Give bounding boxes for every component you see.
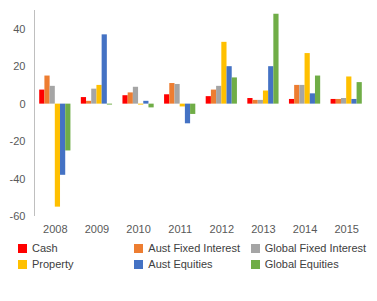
svg-text:2009: 2009 [85, 223, 109, 235]
svg-text:0: 0 [19, 98, 25, 110]
html-text:Property: Property [32, 258, 74, 270]
svg-text:2010: 2010 [126, 223, 150, 235]
html-text:Cash: Cash [32, 242, 58, 254]
html-text:Global Equities: Global Equities [264, 258, 339, 270]
svg-text:40: 40 [13, 23, 25, 35]
svg-text:20: 20 [13, 60, 25, 72]
html-text:Aust Fixed Interest: Aust Fixed Interest [148, 242, 240, 254]
svg-text:2015: 2015 [334, 223, 358, 235]
svg-text:2011: 2011 [168, 223, 192, 235]
svg-text:-60: -60 [10, 210, 26, 222]
svg-text:-40: -40 [10, 173, 26, 185]
svg-text:2013: 2013 [251, 223, 275, 235]
svg-text:2012: 2012 [210, 223, 234, 235]
svg-text:2014: 2014 [293, 223, 317, 235]
svg-text:-20: -20 [10, 135, 26, 147]
svg-text:2008: 2008 [43, 223, 67, 235]
html-text:Aust Equities: Aust Equities [148, 258, 213, 270]
html-text:Global Fixed Interest: Global Fixed Interest [264, 242, 367, 254]
